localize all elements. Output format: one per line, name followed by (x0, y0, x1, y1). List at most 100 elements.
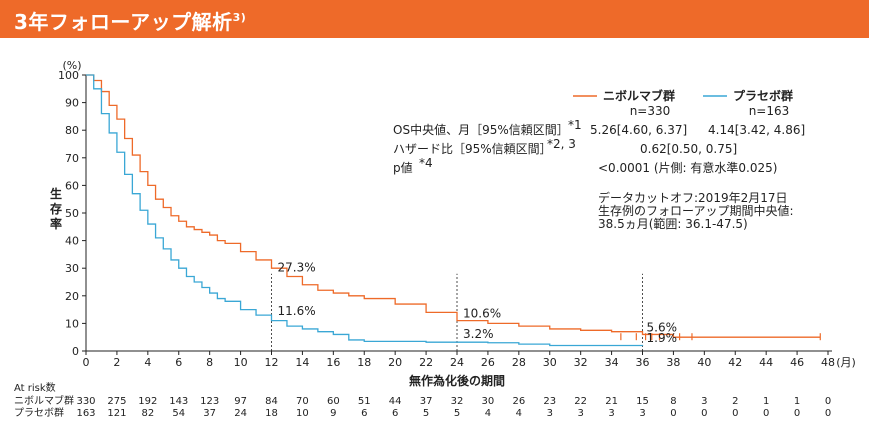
survival-rate-label: 1.9% (647, 331, 678, 345)
x-unit-label: (月) (836, 356, 856, 369)
os-nivolumab-value: 5.26[4.60, 6.37] (590, 123, 687, 137)
y-tick-label: 70 (65, 152, 79, 165)
survival-rate-label: 27.3% (278, 261, 316, 275)
at-risk-value: 121 (107, 408, 126, 419)
x-tick-label: 10 (234, 356, 248, 369)
at-risk-value: 330 (76, 396, 95, 407)
hr-label: ハザード比［95%信頼区間］ (393, 142, 552, 156)
os-label: OS中央値、月［95%信頼区間］ (393, 122, 569, 137)
title-text: 3年フォローアップ解析 (14, 10, 233, 34)
at-risk-value: 192 (138, 396, 157, 407)
x-tick-label: 22 (419, 356, 433, 369)
x-tick-label: 6 (175, 356, 182, 369)
at-risk-value: 54 (172, 408, 185, 419)
at-risk-value: 9 (330, 408, 336, 419)
y-axis-title-char: 率 (50, 216, 62, 231)
legend-label-placebo: プラセボ群 (733, 88, 793, 103)
legend-n-nivolumab: n=330 (630, 104, 671, 118)
at-risk-value: 10 (296, 408, 309, 419)
x-tick-label: 18 (357, 356, 371, 369)
x-tick-label: 20 (388, 356, 402, 369)
cutoff-note: 38.5ヵ月(範囲: 36.1-47.5) (598, 216, 748, 231)
x-tick-label: 14 (295, 356, 309, 369)
at-risk-label-nivolumab: ニボルマブ群 (14, 394, 74, 407)
at-risk-value: 0 (825, 396, 831, 407)
at-risk-value: 15 (636, 396, 649, 407)
cutoff-note: データカットオフ:2019年2月17日 (598, 190, 788, 205)
at-risk-value: 22 (574, 396, 587, 407)
title-ref: 3) (232, 11, 247, 24)
legend-n-placebo: n=163 (749, 104, 790, 118)
at-risk-value: 3 (639, 408, 645, 419)
y-tick-label: 50 (65, 207, 79, 220)
at-risk-value: 0 (670, 408, 676, 419)
at-risk-value: 3 (577, 408, 583, 419)
y-tick-label: 10 (65, 317, 79, 330)
at-risk-value: 24 (234, 408, 247, 419)
at-risk-value: 275 (107, 396, 126, 407)
at-risk-value: 4 (516, 408, 522, 419)
at-risk-value: 0 (794, 408, 800, 419)
cutoff-note: 生存例のフォローアップ期間中央値: (598, 203, 794, 218)
at-risk-value: 84 (265, 396, 278, 407)
hr-footnote-mark: *2, 3 (547, 137, 576, 151)
x-tick-label: 32 (574, 356, 588, 369)
y-unit-label: (%) (62, 59, 81, 72)
x-tick-label: 30 (543, 356, 557, 369)
survival-rate-label: 11.6% (278, 304, 316, 318)
at-risk-value: 82 (141, 408, 154, 419)
x-tick-label: 40 (697, 356, 711, 369)
at-risk-value: 97 (234, 396, 247, 407)
at-risk-value: 37 (203, 408, 216, 419)
x-tick-label: 46 (790, 356, 804, 369)
at-risk-value: 1 (763, 396, 769, 407)
p-footnote-mark: *4 (419, 156, 433, 170)
at-risk-value: 6 (361, 408, 367, 419)
y-axis-title-char: 存 (49, 201, 62, 216)
p-value: <0.0001 (片側: 有意水準0.025) (598, 160, 777, 175)
survival-rate-label: 10.6% (463, 307, 501, 321)
y-tick-label: 80 (65, 124, 79, 137)
y-tick-label: 60 (65, 179, 79, 192)
x-tick-label: 42 (728, 356, 742, 369)
at-risk-value: 0 (732, 408, 738, 419)
at-risk-value: 44 (389, 396, 402, 407)
at-risk-value: 0 (763, 408, 769, 419)
x-tick-label: 48 (821, 356, 835, 369)
x-tick-label: 0 (83, 356, 90, 369)
survival-rate-label: 3.2% (463, 327, 494, 341)
at-risk-label-placebo: プラセボ群 (14, 406, 64, 419)
at-risk-value: 2 (732, 396, 738, 407)
x-axis-title: 無作為化後の期間 (409, 373, 505, 388)
p-label: p値 (393, 160, 413, 175)
x-tick-label: 12 (265, 356, 279, 369)
at-risk-value: 0 (701, 408, 707, 419)
y-tick-label: 40 (65, 235, 79, 248)
at-risk-title: At risk数 (14, 381, 56, 394)
x-tick-label: 8 (206, 356, 213, 369)
legend-label-nivolumab: ニボルマブ群 (603, 88, 675, 103)
x-tick-label: 26 (481, 356, 495, 369)
nivolumab-curve (86, 74, 821, 338)
at-risk-value: 23 (543, 396, 556, 407)
at-risk-value: 51 (358, 396, 371, 407)
y-tick-label: 30 (65, 262, 79, 275)
y-axis-title-char: 生 (50, 186, 62, 201)
x-tick-label: 16 (326, 356, 340, 369)
at-risk-value: 70 (296, 396, 309, 407)
x-tick-label: 2 (113, 356, 120, 369)
at-risk-value: 26 (512, 396, 525, 407)
y-tick-label: 100 (58, 69, 79, 82)
at-risk-value: 21 (605, 396, 618, 407)
at-risk-value: 123 (200, 396, 219, 407)
y-tick-label: 20 (65, 290, 79, 303)
at-risk-value: 163 (76, 408, 95, 419)
at-risk-value: 37 (420, 396, 433, 407)
survival-rate-label: 5.6% (647, 321, 678, 335)
at-risk-value: 18 (265, 408, 278, 419)
x-tick-label: 44 (759, 356, 773, 369)
at-risk-value: 3 (701, 396, 707, 407)
at-risk-value: 5 (454, 408, 460, 419)
at-risk-value: 3 (547, 408, 553, 419)
